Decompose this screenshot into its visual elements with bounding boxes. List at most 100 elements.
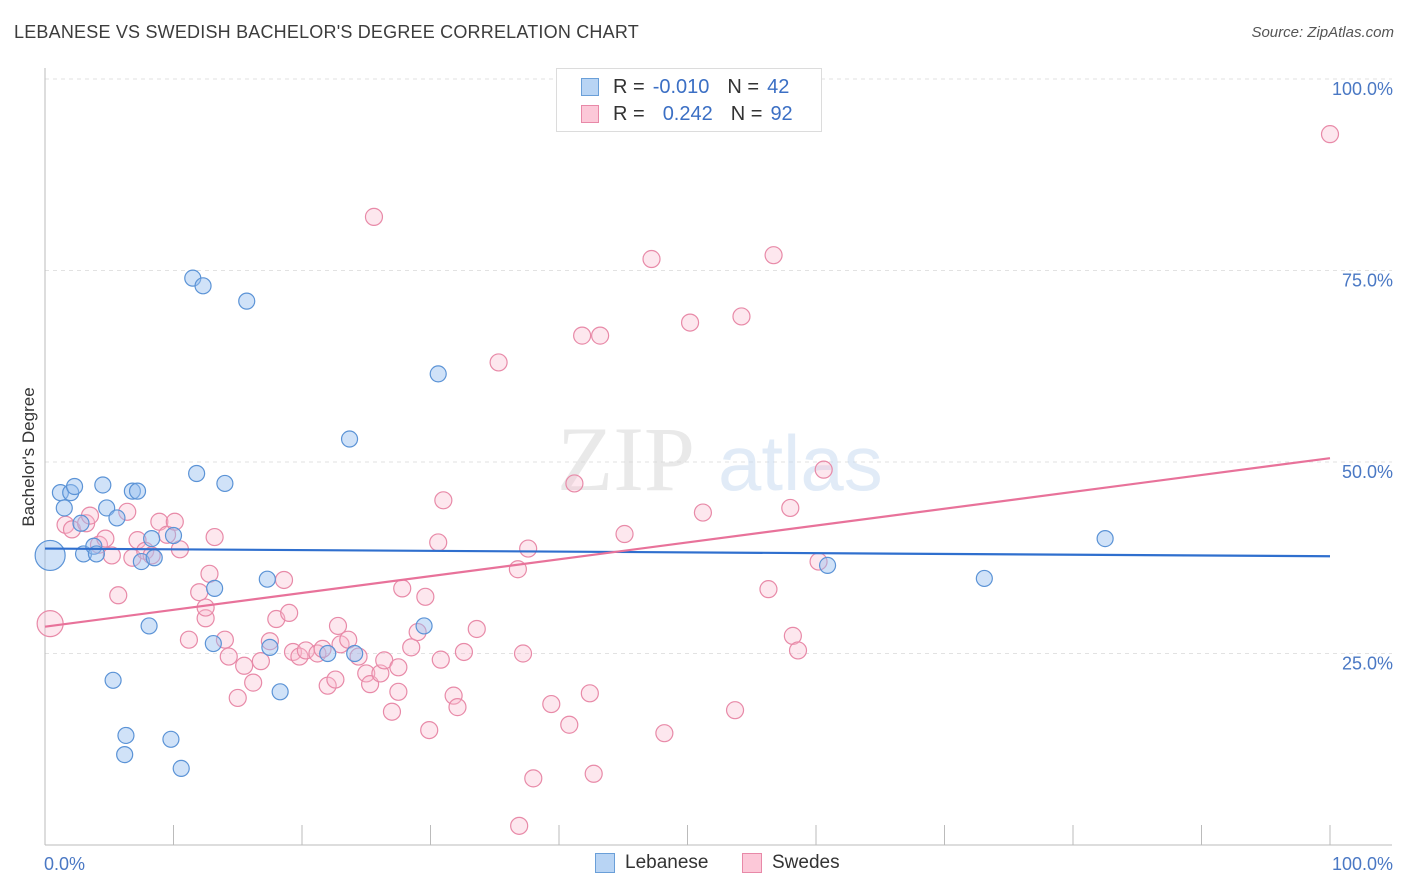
lebanese-point	[429, 365, 447, 383]
swedes-point	[448, 698, 467, 717]
lebanese-points	[34, 269, 1114, 778]
swedes-point	[759, 580, 778, 599]
swedes-point	[580, 684, 599, 703]
swedes-point	[244, 673, 263, 692]
swedes-point	[429, 533, 448, 552]
swedes-point	[542, 694, 561, 714]
lebanese-point	[98, 499, 116, 517]
swedes-point	[179, 630, 199, 649]
watermark-atlas: atlas	[718, 419, 883, 507]
swedes-trend-line	[44, 457, 1331, 628]
swedes-point	[196, 598, 215, 617]
lebanese-point	[258, 570, 276, 588]
swedes-point	[280, 603, 299, 623]
swedes-point	[444, 686, 463, 705]
watermark-zip: ZIP	[557, 408, 695, 510]
legend-row-lebanese: R = -0.010 N = 42	[581, 75, 789, 99]
swedes-point	[416, 587, 435, 606]
swedes-legend-label: Swedes	[772, 852, 840, 873]
swedes-point	[560, 715, 579, 734]
swedes-point	[615, 524, 634, 544]
swedes-point	[434, 491, 453, 510]
lebanese-point	[34, 539, 66, 572]
lebanese-legend-label: Lebanese	[625, 852, 709, 873]
swedes-points	[36, 125, 1340, 835]
swedes-point	[431, 650, 450, 669]
lebanese-point	[340, 430, 359, 448]
lebanese-point	[108, 509, 126, 527]
legend-row-swedes: R = 0.242 N = 92	[581, 102, 793, 126]
lebanese-point	[128, 482, 147, 500]
x-tick-label: 100.0%	[1332, 854, 1393, 874]
swedes-point	[584, 764, 603, 783]
swedes-point	[235, 656, 254, 675]
lebanese-point	[143, 529, 161, 548]
tick-labels: 25.0% 50.0% 75.0% 100.0% 0.0% 100.0%	[44, 79, 1393, 874]
y-tick-label: 75.0%	[1342, 271, 1393, 291]
swedes-point	[524, 769, 543, 788]
swedes-point	[420, 720, 439, 740]
lebanese-point	[346, 644, 364, 663]
swedes-point	[510, 816, 529, 835]
r-label: R =	[613, 75, 645, 98]
lebanese-point	[216, 474, 234, 493]
legend-item-swedes: Swedes	[742, 852, 840, 874]
swedes-point	[196, 609, 215, 628]
swedes-point	[591, 326, 610, 345]
swedes-point	[764, 246, 783, 265]
lebanese-point	[172, 759, 190, 778]
swedes-point	[519, 539, 538, 558]
swedes-point	[328, 616, 348, 636]
swedes-point	[118, 502, 137, 521]
lebanese-point	[140, 617, 158, 635]
y-tick-label: 50.0%	[1342, 462, 1393, 482]
lebanese-point	[818, 556, 837, 575]
swedes-point	[489, 353, 508, 372]
swedes-point	[467, 619, 486, 639]
trend-lines	[44, 457, 1331, 628]
swedes-point	[732, 307, 751, 326]
lebanese-point	[104, 671, 122, 689]
swedes-point	[1320, 125, 1340, 144]
lebanese-point	[55, 499, 73, 517]
y-axis-label: Bachelor's Degree	[19, 387, 38, 526]
swedes-point	[408, 622, 427, 642]
swedes-point	[642, 249, 661, 269]
lebanese-point	[94, 476, 112, 494]
axes	[44, 68, 1392, 846]
lebanese-point	[319, 644, 337, 663]
swedes-point	[228, 688, 247, 708]
y-tick-label: 25.0%	[1342, 654, 1393, 674]
lebanese-point	[975, 569, 993, 588]
swedes-point	[357, 664, 376, 683]
swedes-point	[205, 527, 224, 547]
legend-item-lebanese: Lebanese	[595, 852, 708, 874]
n-label: N =	[730, 102, 763, 125]
chart-title: LEBANESE VS SWEDISH BACHELOR'S DEGREE CO…	[14, 22, 639, 42]
source-label: Source: ZipAtlas.com	[1251, 24, 1394, 41]
swedes-point	[573, 326, 592, 345]
swedes-point	[454, 642, 474, 662]
lebanese-point	[415, 617, 433, 635]
lebanese-point	[123, 482, 141, 500]
swedes-point	[389, 682, 408, 701]
lebanese-point	[65, 477, 84, 496]
correlation-legend: R = -0.010 N = 42 R = 0.242 N = 92	[556, 68, 822, 132]
lebanese-point	[145, 549, 163, 567]
swedes-swatch	[581, 105, 599, 123]
lebanese-point	[271, 683, 289, 701]
swedes-point	[725, 701, 745, 720]
swedes-point	[693, 503, 713, 522]
swedes-point	[781, 498, 800, 518]
r-value: 0.242	[662, 102, 713, 125]
swedes-point	[393, 579, 412, 598]
swedes-point	[814, 460, 833, 479]
lebanese-point	[206, 579, 224, 597]
lebanese-point	[194, 277, 212, 295]
r-label: R =	[613, 102, 645, 125]
lebanese-point	[204, 634, 222, 653]
lebanese-point	[188, 464, 206, 483]
swedes-point	[36, 610, 64, 638]
lebanese-point	[116, 746, 134, 764]
swedes-point	[165, 512, 184, 531]
